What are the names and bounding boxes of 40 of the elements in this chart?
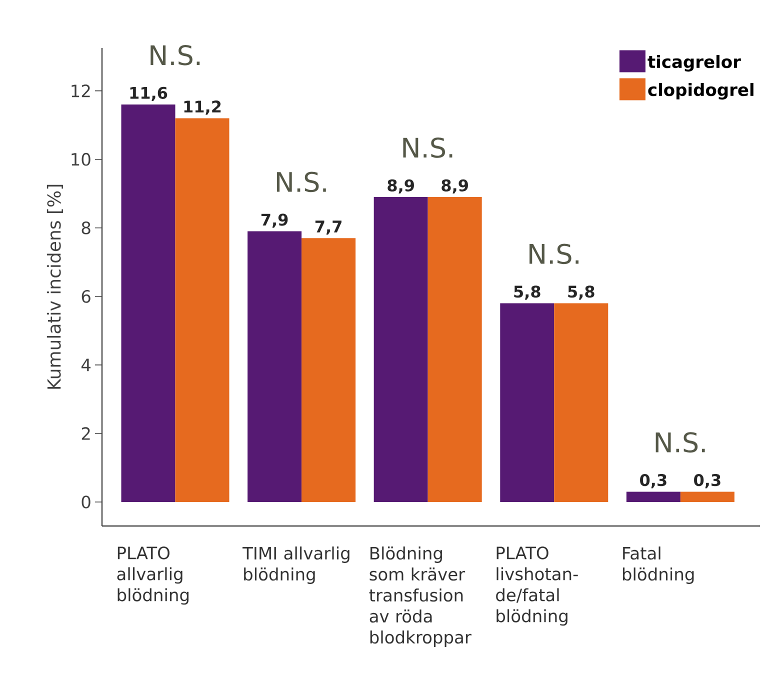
x-tick-label: Blödning som kräver transfusion av röda blodkroppar (369, 546, 472, 647)
data-label: 8,9 (442, 179, 468, 194)
x-tick-label: Fatal blödning (622, 546, 694, 584)
annotation: N.S. (276, 172, 326, 192)
data-label: 7,7 (315, 220, 342, 235)
bar (680, 492, 734, 502)
bar (121, 104, 176, 502)
legend-label: ticagrelor (648, 54, 741, 72)
x-tick-label: TIMI allvarlig blödning (242, 546, 350, 584)
data-label: 5,8 (514, 286, 540, 300)
y-tick-label: 12 (72, 84, 90, 98)
y-axis-title: Kumulativ incidens [%] (46, 184, 63, 389)
y-tick-label: 8 (82, 221, 90, 234)
bar (302, 238, 356, 502)
data-label: 0,3 (640, 474, 666, 488)
x-tick-label: PLATO allvarlig blödning (117, 546, 189, 605)
y-tick-label: 2 (82, 427, 90, 440)
data-label: 8,9 (388, 179, 414, 194)
annotation: N.S. (150, 44, 200, 66)
bar (500, 303, 554, 502)
bar (374, 197, 428, 502)
data-label: 11,6 (130, 86, 168, 101)
data-label: 0,3 (694, 474, 720, 488)
bar (248, 231, 302, 502)
y-tick-label: 4 (81, 358, 91, 372)
legend-label: clopidogrel (648, 82, 754, 100)
annotation: N.S. (403, 137, 452, 158)
bar (554, 303, 608, 502)
bar (428, 197, 482, 502)
bar (626, 492, 680, 502)
x-tick-label: PLATO livshotan-de/fatal blödning (496, 546, 578, 626)
y-tick-label: 0 (82, 496, 90, 508)
data-label: 7,9 (261, 214, 288, 228)
annotation: N.S. (530, 244, 578, 264)
bar (175, 118, 230, 502)
y-tick-label: 6 (82, 290, 90, 303)
annotation: N.S. (656, 432, 705, 453)
data-label: 5,8 (568, 286, 594, 300)
data-label: 11,2 (184, 100, 221, 115)
y-tick-label: 10 (72, 152, 90, 166)
